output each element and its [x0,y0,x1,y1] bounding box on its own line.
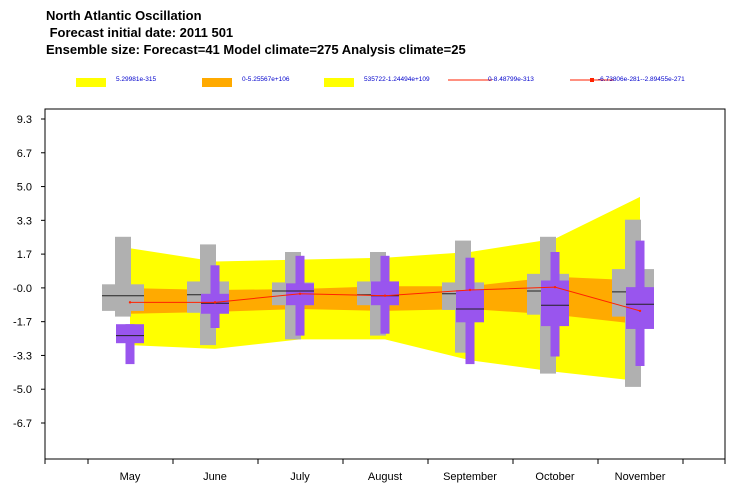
analysis-point-6 [638,309,642,313]
y-axis: 9.3 6.7 5.0 3.3 1.7 -0.0 -1.7 -3.3 -5.0 -6.7 [13,114,45,430]
analysis-point-1 [213,301,217,304]
legend: 5.29981e-315 0-5.25567e+106 535722-1.24494… [76,76,685,87]
y-tick-label-1: 6.7 [17,148,32,160]
x-tick-label-6: November [615,471,666,483]
legend-swatch-2 [324,78,354,87]
legend-label-0: 5.29981e-315 [116,76,157,83]
legend-swatch-0 [76,78,106,87]
analysis-line-group [128,285,642,313]
x-tick-label-0: May [120,471,141,483]
x-axis: May June July August September October Novembe… [44,458,726,483]
x-tick-label-5: October [535,471,574,483]
legend-marker-4 [590,78,594,82]
analysis-point-3 [383,294,387,297]
forecast-box-0-iqr [116,324,144,344]
chart-subtitle-ensemble: Ensemble size: Forecast=41 Model climate… [46,42,466,57]
legend-label-3: 0-8.48799e-313 [488,76,534,83]
x-tick-label-1: June [203,471,227,483]
legend-label-4: -6.73806e-281--2.89455e-271 [598,76,685,83]
model-box-0-iqr [102,284,144,311]
y-tick-label-8: -5.0 [13,384,32,396]
analysis-point-5 [553,285,557,289]
forecast-box-4-iqr [456,290,484,323]
y-tick-label-2: 5.0 [17,182,32,194]
chart-subtitle-date: Forecast initial date: 2011 501 [46,25,233,40]
legend-label-2: 535722-1.24494e+109 [364,76,430,83]
x-tick-label-2: July [290,471,310,483]
y-tick-label-3: 3.3 [17,215,32,227]
y-tick-label-5: -0.0 [13,283,32,295]
forecast-boxes [116,240,654,366]
forecast-box-3-iqr [371,281,399,306]
analysis-point-2 [298,292,302,295]
y-tick-label-7: -3.3 [13,350,32,362]
y-tick-label-9: -6.7 [13,418,32,430]
y-tick-label-0: 9.3 [17,114,32,126]
chart-title: North Atlantic Oscillation [46,8,202,23]
plot-area [44,108,726,460]
legend-label-1: 0-5.25567e+106 [242,76,290,83]
x-tick-label-4: September [443,471,497,483]
y-tick-label-4: 1.7 [17,249,32,261]
analysis-point-4 [468,288,472,292]
x-tick-label-3: August [368,471,402,483]
analysis-point-0 [128,301,132,304]
legend-swatch-1 [202,78,232,87]
y-tick-label-6: -1.7 [13,317,32,329]
forecast-box-0-whisker [125,324,135,365]
